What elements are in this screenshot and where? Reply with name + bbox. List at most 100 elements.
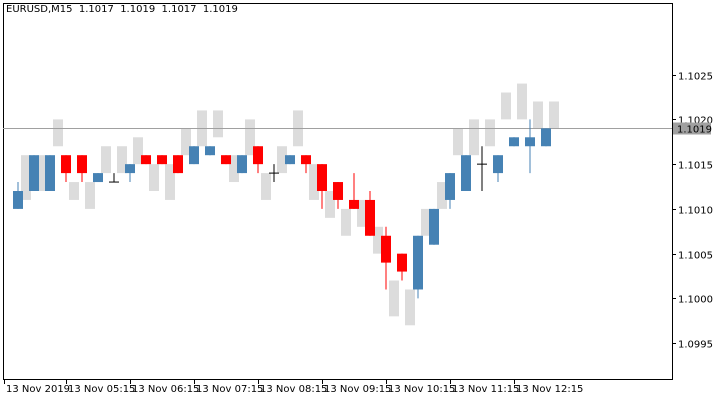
candle — [317, 164, 327, 209]
candle-body — [365, 199, 375, 236]
shadow-candle — [405, 289, 415, 326]
candle-body — [509, 137, 519, 147]
candle — [125, 164, 135, 183]
candle — [237, 155, 247, 174]
price-tick-label: 1.1020 — [678, 116, 713, 127]
shadow-candle — [53, 119, 63, 147]
candle — [269, 164, 279, 183]
shadow-candle — [229, 155, 239, 183]
candle-body — [189, 146, 199, 165]
candle-body — [237, 155, 247, 174]
candle — [333, 182, 343, 209]
shadow-candle — [277, 146, 287, 174]
candle — [525, 119, 535, 174]
shadow-candle — [421, 208, 431, 236]
shadow-candle — [325, 191, 335, 218]
candle — [13, 182, 23, 209]
shadow-candle — [117, 146, 127, 174]
symbol-info: EURUSD,M15 1.1017 1.1019 1.1017 1.1019 — [6, 4, 238, 15]
time-tick-label: 13 Nov 08:15 — [260, 384, 327, 395]
candle-body — [541, 128, 551, 147]
ohlc-values: 1.1017 1.1019 1.1017 1.1019 — [78, 4, 238, 15]
current-price-tag: 1.1019 — [673, 122, 712, 136]
time-tick-label: 13 Nov 06:15 — [132, 384, 199, 395]
shadow-candle — [101, 146, 111, 174]
candle-body — [13, 191, 23, 209]
candle-body — [45, 155, 55, 191]
candle — [77, 155, 87, 183]
time-tick-label: 13 Nov 10:15 — [388, 384, 455, 395]
candle-body — [301, 155, 311, 165]
candle-body — [77, 155, 87, 174]
candle-body — [397, 253, 407, 272]
price-tick-label: 1.1015 — [678, 161, 713, 172]
candle-body — [157, 155, 167, 165]
candle — [445, 173, 455, 209]
candle-body — [413, 235, 423, 290]
current-price-tag-label: 1.1019 — [677, 125, 712, 136]
candle — [461, 155, 471, 191]
candles — [13, 119, 551, 299]
candle — [189, 146, 199, 165]
shadow-candle — [149, 164, 159, 191]
candle — [397, 253, 407, 281]
candle — [29, 155, 39, 191]
candle-body — [349, 199, 359, 209]
candle-body — [317, 164, 327, 191]
shadow-candle — [69, 182, 79, 200]
candle — [173, 155, 183, 174]
shadow-candle — [453, 128, 463, 156]
candle — [93, 173, 103, 183]
candle-body — [381, 235, 391, 263]
price-tick-label: 1.1010 — [678, 206, 713, 217]
candle-body — [525, 137, 535, 147]
candle — [541, 128, 551, 147]
shadow-candle — [485, 119, 495, 147]
candle — [365, 191, 375, 236]
candle-body — [125, 164, 135, 174]
candle-body — [493, 155, 503, 174]
current-price-tag-bg — [673, 122, 711, 135]
candle — [205, 146, 215, 156]
time-tick-label: 13 Nov 05:15 — [68, 384, 135, 395]
candle — [381, 226, 391, 290]
candle-body — [173, 155, 183, 174]
shadow-candle — [373, 226, 383, 254]
candle — [285, 155, 295, 165]
candle — [45, 155, 55, 191]
candle — [221, 155, 231, 165]
shadow-candle — [357, 199, 367, 227]
symbol-name: EURUSD,M15 — [6, 4, 73, 15]
candle-body — [429, 208, 439, 245]
candle-body — [93, 173, 103, 183]
shadow-candle — [309, 164, 319, 200]
candle-body — [205, 146, 215, 156]
price-axis[interactable]: 1.1025 1.1020 1.1015 1.1010 1.1005 1.1000 1.09… — [672, 72, 713, 351]
shadow-candle — [181, 128, 191, 156]
candle-body — [445, 173, 455, 200]
candle — [509, 137, 519, 147]
candle-body — [253, 146, 263, 165]
candle — [413, 235, 423, 299]
shadow-candle — [165, 164, 175, 200]
shadow-candle — [517, 83, 527, 120]
candle-body — [333, 182, 343, 200]
shadow-candle — [261, 173, 271, 200]
candle-body — [461, 155, 471, 191]
price-tick-label: 1.1025 — [678, 72, 713, 83]
shadow-candle — [549, 101, 559, 129]
shadow-candle — [533, 101, 543, 129]
price-tick-label: 1.1000 — [678, 295, 713, 306]
candle-body — [29, 155, 39, 191]
candle-body — [141, 155, 151, 165]
shadow-candle — [245, 119, 255, 156]
candle-body — [61, 155, 71, 174]
candle-body — [221, 155, 231, 165]
candle — [349, 173, 359, 209]
candle — [301, 155, 311, 174]
time-tick-label: 13 Nov 2019 — [6, 384, 70, 395]
candle — [429, 208, 439, 245]
